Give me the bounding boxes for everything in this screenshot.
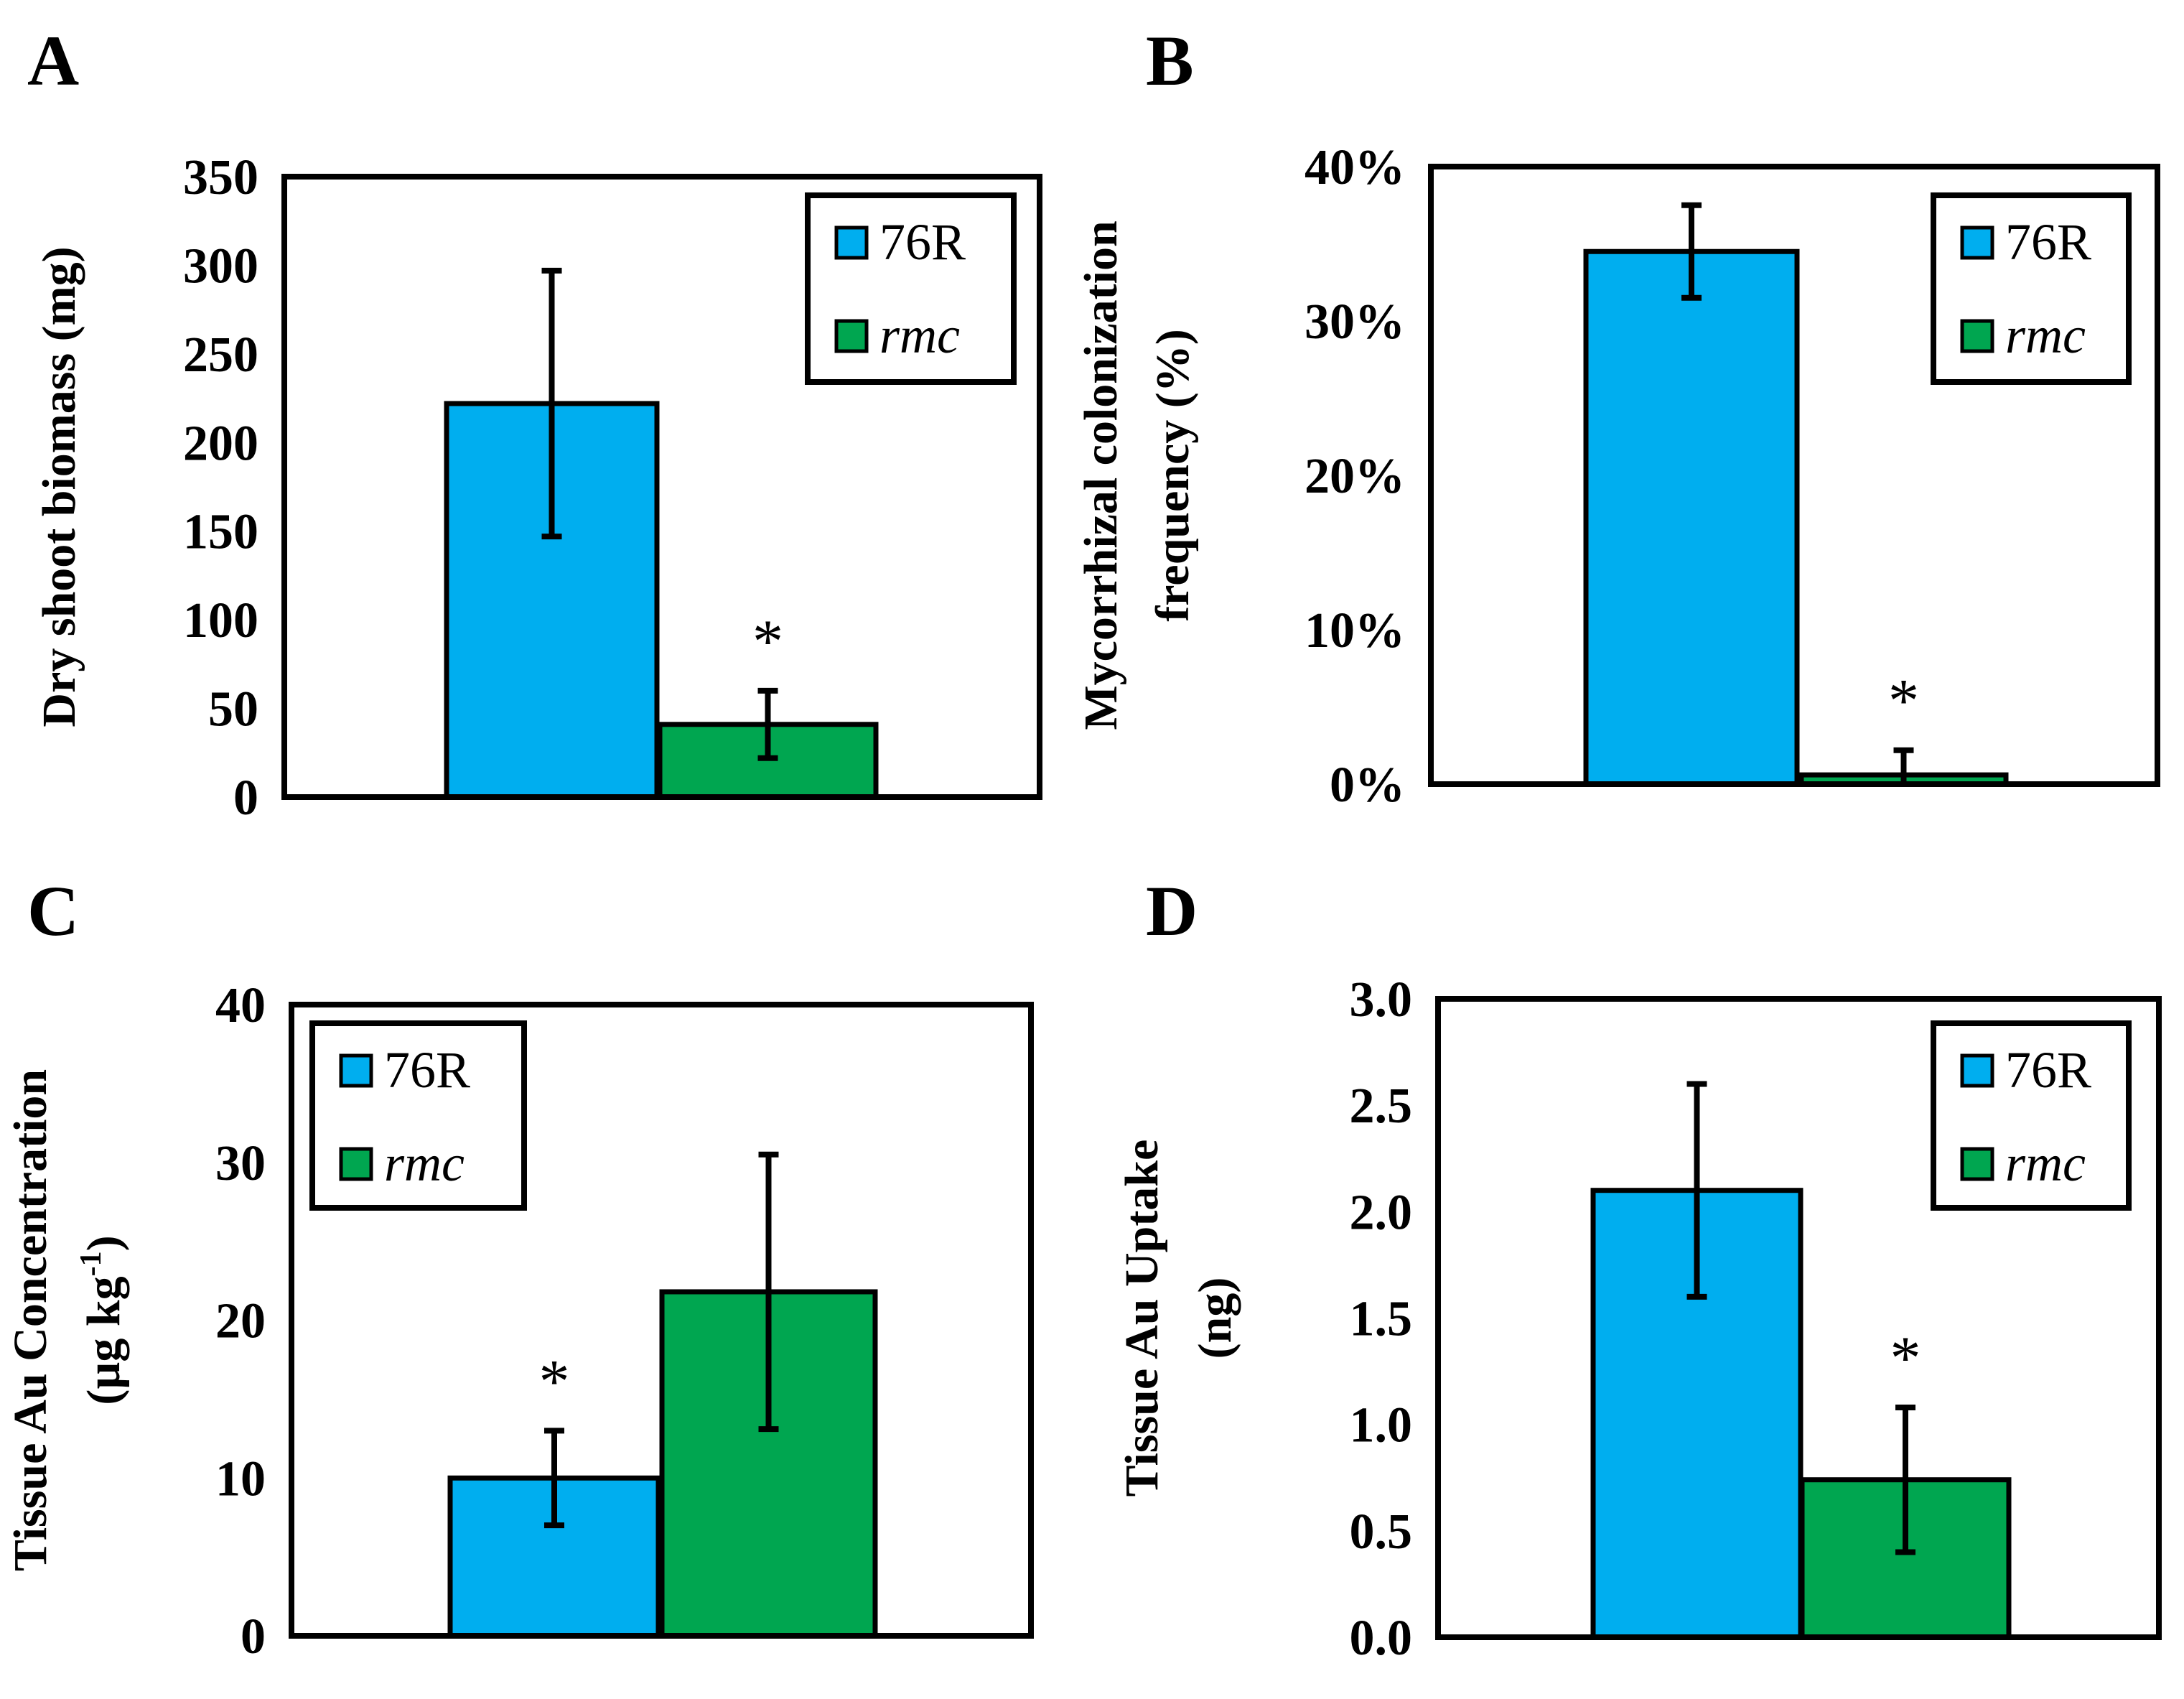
y-tick-label: 0.5 [1350,1504,1413,1560]
y-axis-label-unit: (µg kg [78,1276,130,1405]
error-bar-76R [1681,202,1702,301]
y-axis-label-superscript: -1 [75,1251,108,1276]
y-tick-label: 2.0 [1350,1185,1413,1240]
legend-label-76R: 76R [879,213,966,271]
y-tick-label: 0% [1330,758,1405,813]
y-tick-label: 30% [1305,294,1405,350]
error-bar-76R [541,267,562,540]
legend-swatch-rmc [834,319,869,353]
bar-76R [1583,248,1800,787]
y-axis-label-close: ) [78,1235,130,1251]
y-tick-label: 20 [215,1294,266,1349]
significance-mark: * [1888,666,1919,735]
y-tick-label: 0 [241,1609,266,1665]
legend-label-76R: 76R [384,1041,470,1099]
y-tick-label: 40 [215,978,266,1033]
legend-label-rmc: rmc [384,1135,465,1192]
y-tick-label: 30 [215,1136,266,1191]
legend-swatch-76R [339,1053,373,1088]
error-bar-76R [544,1428,564,1529]
y-tick-label: 1.5 [1350,1292,1413,1347]
panel-A: A * 0 50 100 150 200 250 300 350 Dry shoot biomass… [27,21,1042,826]
error-bar-rmc [1895,1404,1915,1555]
error-bar-rmc [758,1151,779,1433]
legend-swatch-rmc [339,1147,373,1181]
panel-letter: B [1146,21,1194,101]
panel-C: C * 0 10 20 30 40 Tissue Au Concentration (µg kg… [4,871,1034,1665]
error-bar-76R [1686,1081,1707,1300]
y-axis-label-line-2: (ng) [1189,1277,1241,1359]
legend-label-76R: 76R [2005,213,2091,271]
plot-frame [1435,996,2162,1640]
y-tick-label: 150 [183,505,258,560]
y-axis-label-line-2: frequency (%) [1147,329,1199,622]
y-tick-label: 200 [183,416,258,471]
y-tick-label: 40% [1305,140,1405,195]
y-tick-label: 3.0 [1350,972,1413,1028]
y-tick-label: 2.5 [1350,1079,1413,1134]
y-tick-label: 300 [183,238,258,294]
y-axis-label-line-1: Mycorrhizal colonization [1075,220,1127,730]
panel-letter: C [27,871,79,951]
y-tick-label: 100 [183,593,258,648]
y-tick-label: 350 [183,150,258,205]
legend: 76R rmc [805,192,1017,385]
significance-mark: * [752,607,783,676]
significance-mark: * [1890,1323,1921,1392]
legend-swatch-76R [1960,1053,1994,1088]
y-tick-label: 10% [1305,603,1405,658]
legend: 76R rmc [309,1020,527,1211]
legend: 76R rmc [1931,1020,2132,1211]
error-bar-rmc [757,687,778,761]
y-tick-label: 50 [208,682,258,737]
legend-label-rmc: rmc [2005,1135,2086,1192]
legend-swatch-76R [834,225,869,260]
y-axis-label-line-1: Tissue Au Concentration [4,1069,57,1571]
legend-label-rmc: rmc [2005,307,2086,364]
panel-B: B * 0% 10% 20% 30% 40% Mycorrhizal colonization… [1075,21,2160,813]
y-axis-label: Dry shoot biomass (mg) [33,246,85,727]
legend-label-76R: 76R [2005,1041,2091,1099]
plot-frame [1428,164,2160,787]
plot-frame [281,174,1042,800]
legend-swatch-76R [1960,225,1994,260]
y-tick-label: 10 [215,1451,266,1507]
y-tick-label: 0 [233,771,258,826]
y-axis-label-line-1: Tissue Au Uptake [1116,1140,1168,1497]
panel-D: D * 0.0 0.5 1.0 1.5 2.0 2.5 3.0 Tissue Au Uptake (… [1116,871,2162,1666]
y-tick-label: 250 [183,327,258,383]
legend-swatch-rmc [1960,1147,1994,1181]
y-tick-label: 0.0 [1350,1611,1413,1666]
legend-label-rmc: rmc [879,307,960,364]
plot-frame [289,1002,1034,1639]
y-axis-label-line-2: (µg kg-1) [75,1235,130,1405]
panel-letter: A [27,21,79,101]
legend: 76R rmc [1931,192,2132,385]
panel-letter: D [1146,871,1198,951]
significance-mark: * [539,1346,570,1415]
legend-swatch-rmc [1960,319,1994,353]
y-tick-label: 1.0 [1350,1398,1413,1453]
y-tick-label: 20% [1305,449,1405,504]
